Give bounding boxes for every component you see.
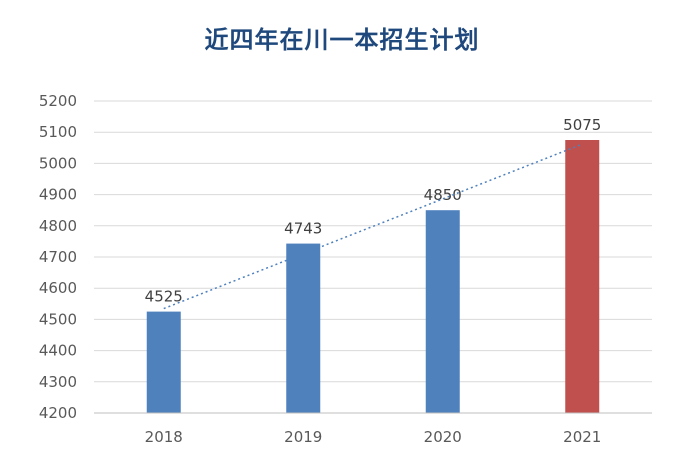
chart-title: 近四年在川一本招生计划 [204,26,480,54]
x-tick-label: 2018 [145,428,183,446]
y-tick-label: 5000 [39,154,77,172]
x-tick-label: 2019 [284,428,322,446]
data-label: 5075 [563,116,601,134]
y-tick-label: 5100 [39,123,77,141]
bar-2021 [565,140,600,413]
data-label: 4525 [145,288,183,306]
y-tick-label: 4900 [39,186,77,204]
data-label: 4743 [284,220,322,238]
y-tick-label: 4200 [39,404,77,422]
x-tick-label: 2020 [424,428,462,446]
y-tick-label: 4600 [39,279,77,297]
bar-2018 [146,311,181,413]
y-tick-label: 4500 [39,310,77,328]
bar-2019 [286,243,321,413]
data-label: 4850 [424,186,462,204]
x-tick-label: 2021 [563,428,601,446]
y-tick-label: 4300 [39,373,77,391]
trendline [163,143,583,310]
y-tick-label: 4400 [39,342,77,360]
bar-2020 [425,210,460,413]
y-tick-label: 5200 [39,92,77,110]
y-tick-label: 4700 [39,248,77,266]
y-tick-label: 4800 [39,217,77,235]
